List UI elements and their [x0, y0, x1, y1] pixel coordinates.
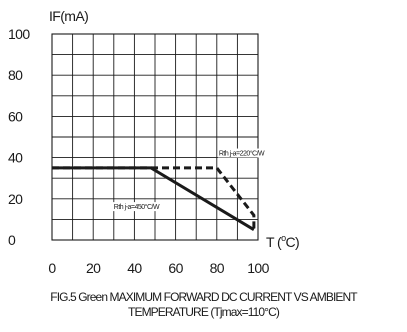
chart-caption-line-1: FIG.5 Green MAXIMUM FORWARD DC CURRENT V… [50, 290, 357, 304]
x-tick-label: 40 [127, 260, 142, 276]
plot-frame [51, 33, 259, 241]
chart-svg: 0 20 40 60 80 100 0 20 40 60 80 100 IF(mA) T (oC) Rth … [8, 8, 300, 276]
y-tick-label: 100 [8, 26, 30, 42]
series-annotation-label: Rth j-a=220°C/W [219, 150, 265, 158]
annotation-backing [112, 202, 157, 212]
x-tick-label: 80 [210, 260, 225, 276]
y-tick-label: 0 [8, 232, 16, 248]
y-tick-label: 40 [8, 150, 23, 166]
x-tick-label: 0 [48, 260, 56, 276]
y-tick-label: 20 [8, 191, 23, 207]
x-tick-label: 20 [86, 260, 101, 276]
y-tick-label: 60 [8, 108, 23, 124]
series-line-solid [52, 166, 255, 231]
x-axis-title: T (oC) [266, 233, 299, 250]
chart-caption-line-2: TEMPERATURE (Tjmax=110°C) [128, 305, 280, 319]
annotation-backing [217, 148, 262, 158]
x-tick-label: 60 [168, 260, 183, 276]
y-axis-title: IF(mA) [49, 8, 88, 24]
x-tick-label: 100 [247, 260, 269, 276]
series-annotation-label: Rth j-a=450°C/W [114, 203, 160, 211]
y-tick-label: 80 [8, 67, 23, 83]
